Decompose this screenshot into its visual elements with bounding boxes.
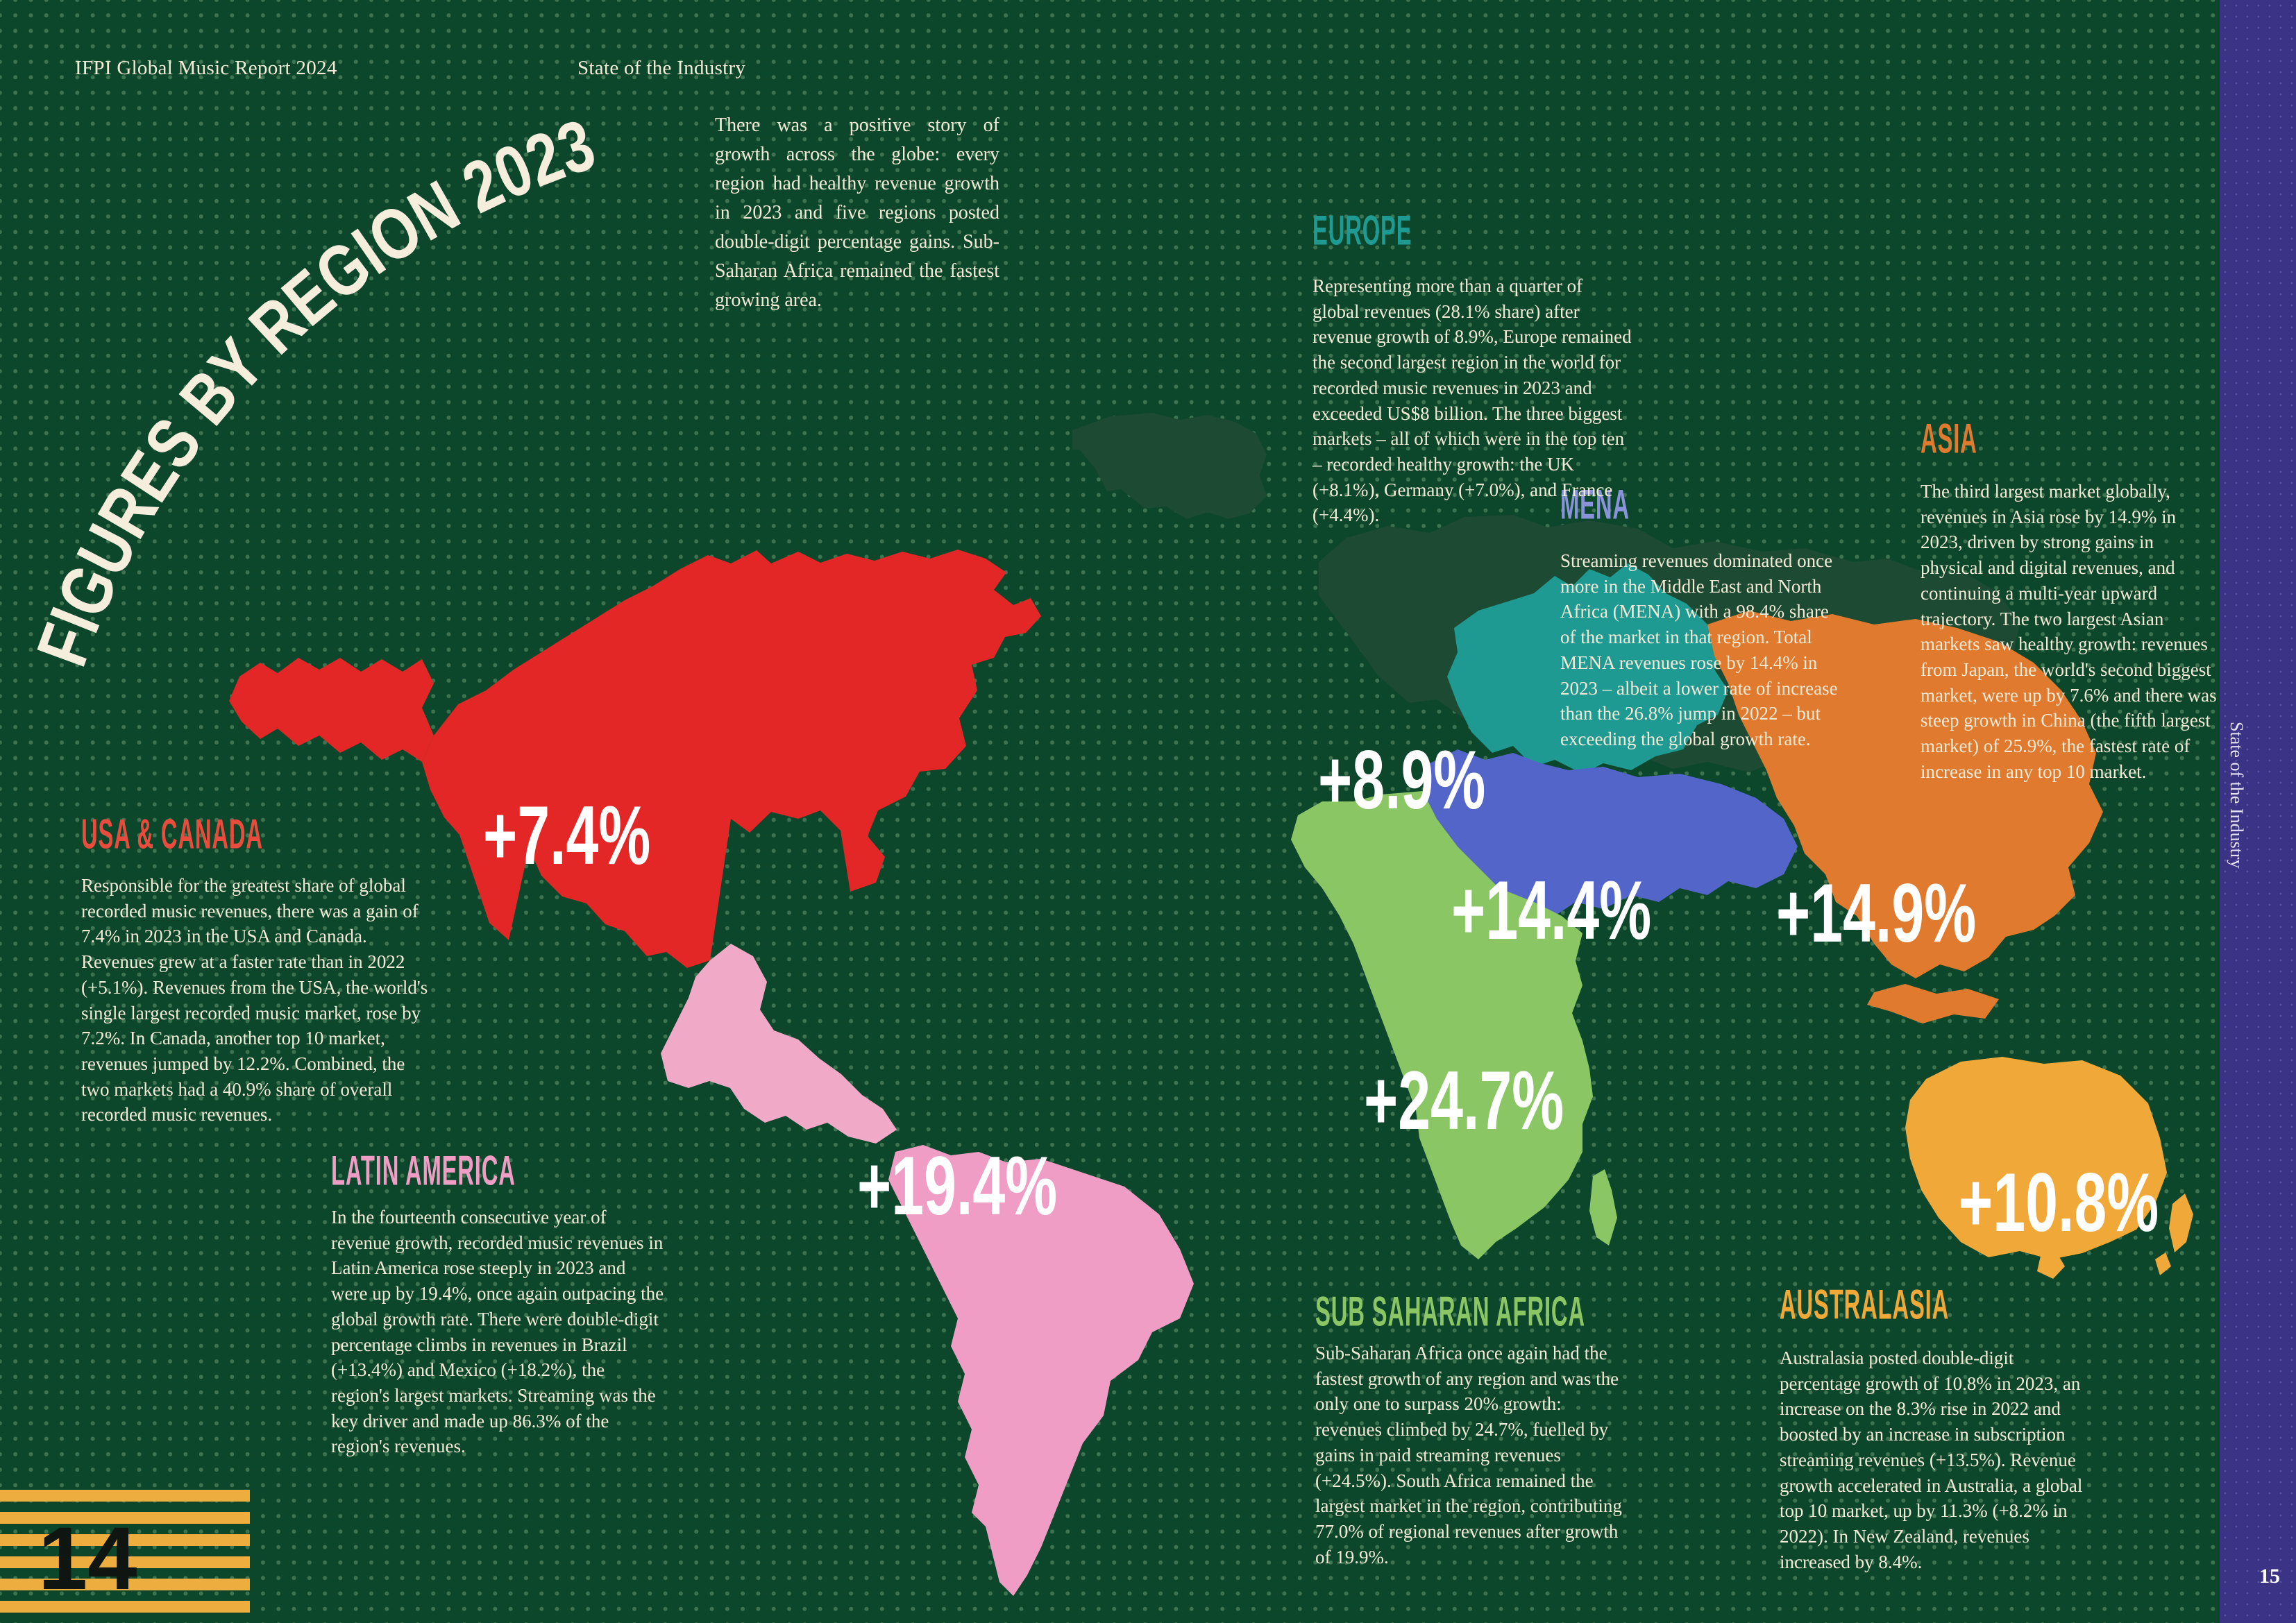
svg-text:14: 14 [38, 1509, 137, 1608]
